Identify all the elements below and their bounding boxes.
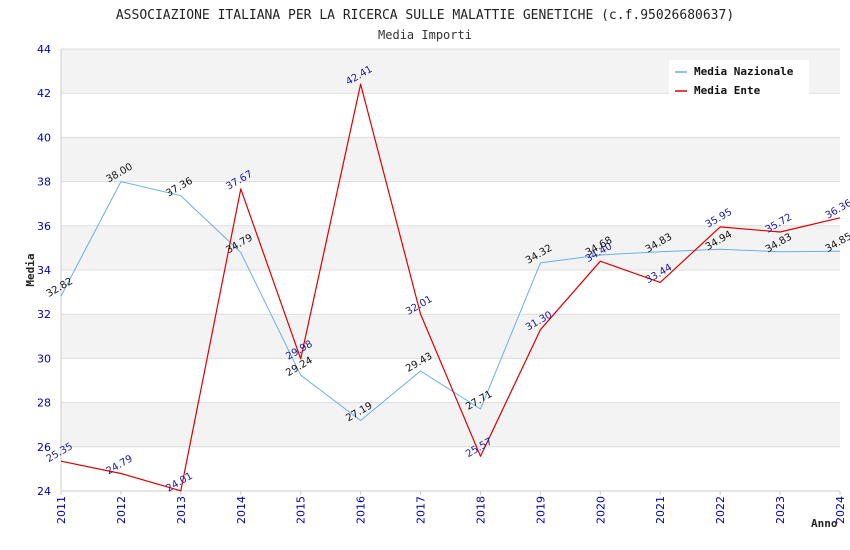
x-tick-label: 2013	[175, 496, 188, 524]
x-tick-label: 2023	[774, 496, 787, 524]
y-tick-label: 34	[37, 264, 51, 277]
y-tick-label: 42	[37, 87, 51, 100]
legend-label-ente: Media Ente	[694, 84, 761, 97]
y-tick-label: 26	[37, 441, 51, 454]
chart-title: ASSOCIAZIONE ITALIANA PER LA RICERCA SUL…	[116, 8, 734, 23]
y-tick-label: 24	[37, 485, 51, 498]
legend-box	[669, 60, 809, 96]
plot-band	[61, 225, 840, 270]
plot-band	[61, 270, 840, 315]
y-tick-label: 28	[37, 397, 51, 410]
x-tick-label: 2021	[654, 496, 667, 524]
y-axis-ticks: 24 26 28 30 32 34 36 38 40 42 44	[37, 43, 51, 498]
x-tick-label: 2016	[355, 496, 368, 524]
x-tick-label: 2019	[534, 496, 547, 524]
series-line-ente	[60, 83, 841, 492]
plot-band	[61, 446, 840, 491]
x-tick-label: 2022	[714, 496, 727, 524]
legend: Media Nazionale Media Ente	[669, 60, 809, 97]
y-tick-label: 40	[37, 131, 51, 144]
x-tick-label: 2020	[594, 496, 607, 524]
gridlines	[60, 48, 840, 492]
y-tick-label: 38	[37, 176, 51, 189]
plot-band	[61, 137, 840, 182]
x-tick-label: 2018	[474, 496, 487, 524]
plot-band	[61, 181, 840, 226]
y-axis-title: Media	[24, 253, 37, 286]
y-tick-label: 36	[37, 220, 51, 233]
x-tick-label: 2024	[834, 496, 847, 524]
plot-band	[61, 314, 840, 359]
x-tick-label: 2014	[235, 496, 248, 524]
y-tick-label: 30	[37, 352, 51, 365]
plot-background	[61, 49, 840, 491]
chart-subtitle: Media Importi	[378, 28, 472, 42]
x-tick-label: 2012	[115, 496, 128, 524]
y-tick-label: 44	[37, 43, 51, 56]
x-tick-label: 2015	[295, 496, 308, 524]
x-axis-ticks: 2011 2012 2013 2014 2015 2016 2017 2018 2019 2020…	[55, 491, 847, 524]
series-lines	[60, 83, 841, 492]
y-tick-label: 32	[37, 308, 51, 321]
x-tick-label: 2011	[55, 496, 68, 524]
plot-band	[61, 93, 840, 138]
plot-band	[61, 402, 840, 447]
series-line-nazionale	[60, 181, 841, 421]
plot-band	[61, 358, 840, 403]
x-axis-title: Anno	[811, 517, 838, 530]
x-tick-label: 2017	[415, 496, 428, 524]
legend-label-nazionale: Media Nazionale	[694, 65, 794, 78]
